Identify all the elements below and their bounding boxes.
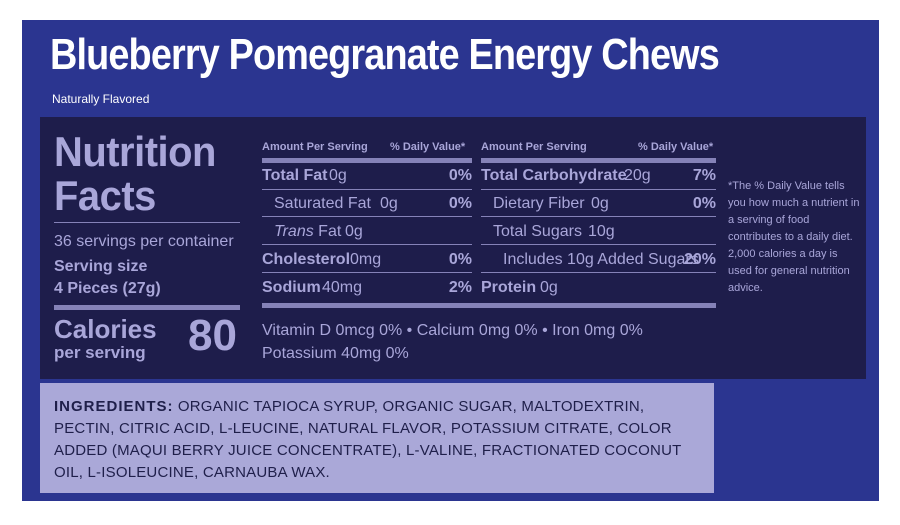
daily-value-footnote: *The % Daily Value tells you how much a … <box>728 180 860 294</box>
serving-size-label: Serving size <box>54 258 148 275</box>
nutrient-label: Total Fat <box>262 167 328 184</box>
nutrient-dv: 0% <box>448 251 472 268</box>
heading-line-1: Nutrition <box>54 128 216 175</box>
nutrient-label-text: Fat <box>318 223 342 240</box>
nutrient-label: Sodium <box>262 279 321 296</box>
nutrient-amount: 0g <box>380 195 398 212</box>
nutrient-label: Saturated Fat <box>274 195 371 212</box>
nutrient-amount: 10g <box>588 223 615 240</box>
calories-per-serving: per serving <box>54 343 146 362</box>
divider <box>262 244 472 245</box>
divider <box>54 222 240 223</box>
nutrient-dv: 2% <box>448 279 472 296</box>
divider <box>262 189 472 190</box>
ingredients-label: INGREDIENTS: <box>54 398 174 415</box>
nutrient-label: Total Sugars <box>493 223 582 240</box>
calories-label: Calories <box>54 314 157 344</box>
nutrition-facts-heading: Nutrition Facts <box>54 130 216 218</box>
amount-per-serving-header: Amount Per Serving <box>262 141 368 153</box>
divider-thick <box>262 158 472 163</box>
ingredients-list: ORGANIC TAPIOCA SYRUP, ORGANIC SUGAR, MA… <box>54 398 682 481</box>
nutrient-label: Total Carbohydrate <box>481 167 627 184</box>
serving-size-value: 4 Pieces (27g) <box>54 280 161 297</box>
nutrient-dv: 0% <box>692 195 716 212</box>
nutrient-label: Dietary Fiber <box>493 195 585 212</box>
nutrient-label: Trans Fat <box>274 223 341 241</box>
nutrient-amount: 0g <box>345 223 363 240</box>
nutrient-dv: 0% <box>448 167 472 184</box>
nutrient-amount: 0mg <box>350 251 382 268</box>
nutrient-label-italic: Trans <box>274 223 314 240</box>
divider <box>481 189 716 190</box>
product-subtitle: Naturally Flavored <box>52 92 150 106</box>
divider <box>481 272 716 273</box>
nutrient-amount: 0g <box>329 167 347 184</box>
divider-thick <box>262 303 716 308</box>
heading-line-2: Facts <box>54 172 156 219</box>
nutrient-dv: 20% <box>683 251 716 268</box>
nutrient-amount: 0g <box>540 279 558 296</box>
nutrient-label: Protein <box>481 279 537 296</box>
divider <box>262 216 472 217</box>
calories-value: 80 <box>188 311 237 360</box>
ingredients-box <box>40 383 714 493</box>
daily-value-header: % Daily Value* <box>390 141 466 153</box>
vitamins-line-1: Vitamin D 0mcg 0% • Calcium 0mg 0% • Iro… <box>262 322 643 339</box>
nutrient-dv: 7% <box>692 167 716 184</box>
ingredients-text: INGREDIENTS: ORGANIC TAPIOCA SYRUP, ORGA… <box>54 396 704 484</box>
divider <box>481 216 716 217</box>
divider-thick <box>54 305 240 310</box>
daily-value-header: % Daily Value* <box>638 141 714 153</box>
nutrient-amount: 20g <box>624 167 651 184</box>
divider-thick <box>481 158 716 163</box>
vitamins-line-2: Potassium 40mg 0% <box>262 345 409 362</box>
product-title: Blueberry Pomegranate Energy Chews <box>50 30 720 79</box>
nutrient-label: Includes 10g Added Sugars <box>503 251 699 268</box>
divider <box>262 272 472 273</box>
divider <box>481 244 716 245</box>
nutrient-amount: 40mg <box>322 279 363 296</box>
amount-per-serving-header: Amount Per Serving <box>481 141 587 153</box>
servings-per-container: 36 servings per container <box>54 233 234 250</box>
nutrient-amount: 0g <box>591 195 609 212</box>
nutrient-label: Cholesterol <box>262 251 351 268</box>
nutrient-dv: 0% <box>448 195 472 212</box>
